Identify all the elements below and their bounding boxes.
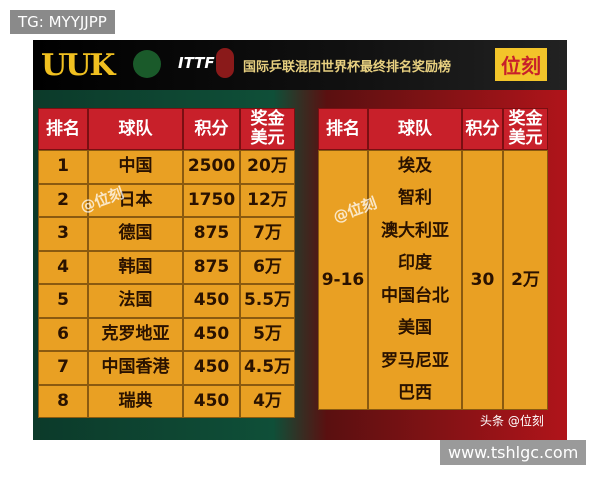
table-cell: 韩国 xyxy=(88,250,183,284)
header-cell: 积分 xyxy=(462,108,503,150)
header-cell: 积分 xyxy=(183,108,240,150)
table-cell: 1 xyxy=(38,150,88,184)
team-name: 美国 xyxy=(398,318,432,339)
header-cell: 球队 xyxy=(88,108,183,150)
header-cell: 奖金 美元 xyxy=(240,108,295,150)
table-cell: 875 xyxy=(183,250,240,284)
table-cell: 2 xyxy=(38,183,88,217)
table-cell: 6 xyxy=(38,317,88,351)
table-cell: 4万 xyxy=(240,384,295,418)
header-cell: 排名 xyxy=(38,108,88,150)
table-cell: 7万 xyxy=(240,217,295,251)
table-cell: 30 xyxy=(462,150,503,410)
table-cell: 875 xyxy=(183,217,240,251)
emblem xyxy=(133,50,161,78)
team-name: 智利 xyxy=(398,188,432,209)
table-cell: 8 xyxy=(38,384,88,418)
header-cell: 球队 xyxy=(368,108,462,150)
watermark: www.tshlgc.com xyxy=(440,440,587,465)
table-cell: 450 xyxy=(183,351,240,385)
table-cell: 5 xyxy=(38,284,88,318)
badge: 位刻 xyxy=(495,48,547,81)
team-name: 埃及 xyxy=(398,155,432,176)
table-cell: 6万 xyxy=(240,250,295,284)
banner-title: 国际乒联混团世界杯最终排名奖励榜 xyxy=(243,60,452,75)
credit: 头条 @位刻 xyxy=(480,414,544,428)
table-cell xyxy=(368,150,462,410)
table-cell: 5万 xyxy=(240,317,295,351)
table-cell: 克罗地亚 xyxy=(88,317,183,351)
team-name: 巴西 xyxy=(398,383,432,404)
team-name: 印度 xyxy=(398,253,432,274)
table-cell: 4 xyxy=(38,250,88,284)
team-name: 罗马尼亚 xyxy=(381,350,449,371)
table-cell: 12万 xyxy=(240,183,295,217)
team-name: 澳大利亚 xyxy=(381,220,449,241)
table-cell: 1750 xyxy=(183,183,240,217)
table-cell: 中国香港 xyxy=(88,351,183,385)
table-cell: 20万 xyxy=(240,150,295,184)
table-cell: 3 xyxy=(38,217,88,251)
banner: UUK ITTF 国际乒联混团世界杯最终排名奖励榜 位刻 xyxy=(33,40,567,90)
table-cell: 450 xyxy=(183,284,240,318)
table-cell: 450 xyxy=(183,384,240,418)
watermark: TG: MYYJJPP xyxy=(10,10,115,34)
header-cell: 排名 xyxy=(318,108,368,150)
table-cell: 日本 xyxy=(88,183,183,217)
table-cell: 法国 xyxy=(88,284,183,318)
ittf-logo: ITTF xyxy=(178,54,215,72)
table-cell: 2万 xyxy=(503,150,548,410)
table-cell: 7 xyxy=(38,351,88,385)
header-cell: 奖金 美元 xyxy=(503,108,548,150)
emblem xyxy=(216,48,234,78)
team-name: 中国台北 xyxy=(381,285,449,306)
table-cell: 5.5万 xyxy=(240,284,295,318)
logo: UUK xyxy=(41,48,115,83)
table-cell: 德国 xyxy=(88,217,183,251)
table-cell: 中国 xyxy=(88,150,183,184)
table-cell: 4.5万 xyxy=(240,351,295,385)
table-cell: 9-16 xyxy=(318,150,368,410)
table-cell: 瑞典 xyxy=(88,384,183,418)
table-cell: 450 xyxy=(183,317,240,351)
table-cell: 2500 xyxy=(183,150,240,184)
